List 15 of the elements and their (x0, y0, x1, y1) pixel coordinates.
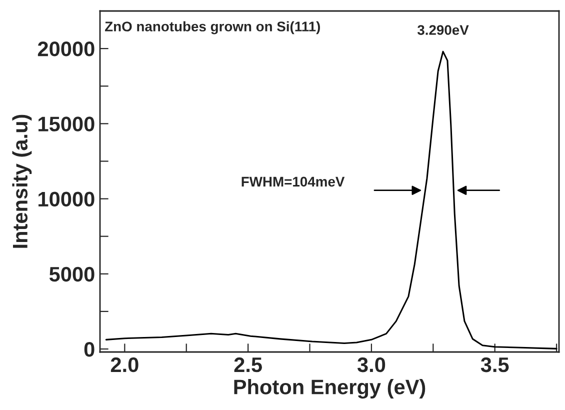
x-tick-label: 3.5 (480, 357, 509, 372)
x-axis-title: Photon Energy (eV) (234, 379, 426, 399)
y-tick-label: 10000 (38, 192, 94, 207)
x-tick-label: 3.0 (357, 357, 386, 372)
line-series (105, 50, 558, 350)
x-tick-label: 2.0 (110, 357, 138, 372)
annotation: FWHM=104meV (242, 176, 345, 187)
y-tick-label: 5000 (49, 266, 94, 282)
y-axis-title: Intensity (a.u) (12, 114, 32, 248)
y-tick-label: 20000 (38, 42, 94, 56)
x-tick-label: 2.5 (234, 357, 262, 372)
y-tick-label: 15000 (38, 116, 94, 132)
annotation: 3.290eV (417, 25, 469, 35)
y-tick-label: 0 (84, 342, 94, 357)
annotation: ZnO nanotubes grown on Si(111) (105, 21, 320, 34)
